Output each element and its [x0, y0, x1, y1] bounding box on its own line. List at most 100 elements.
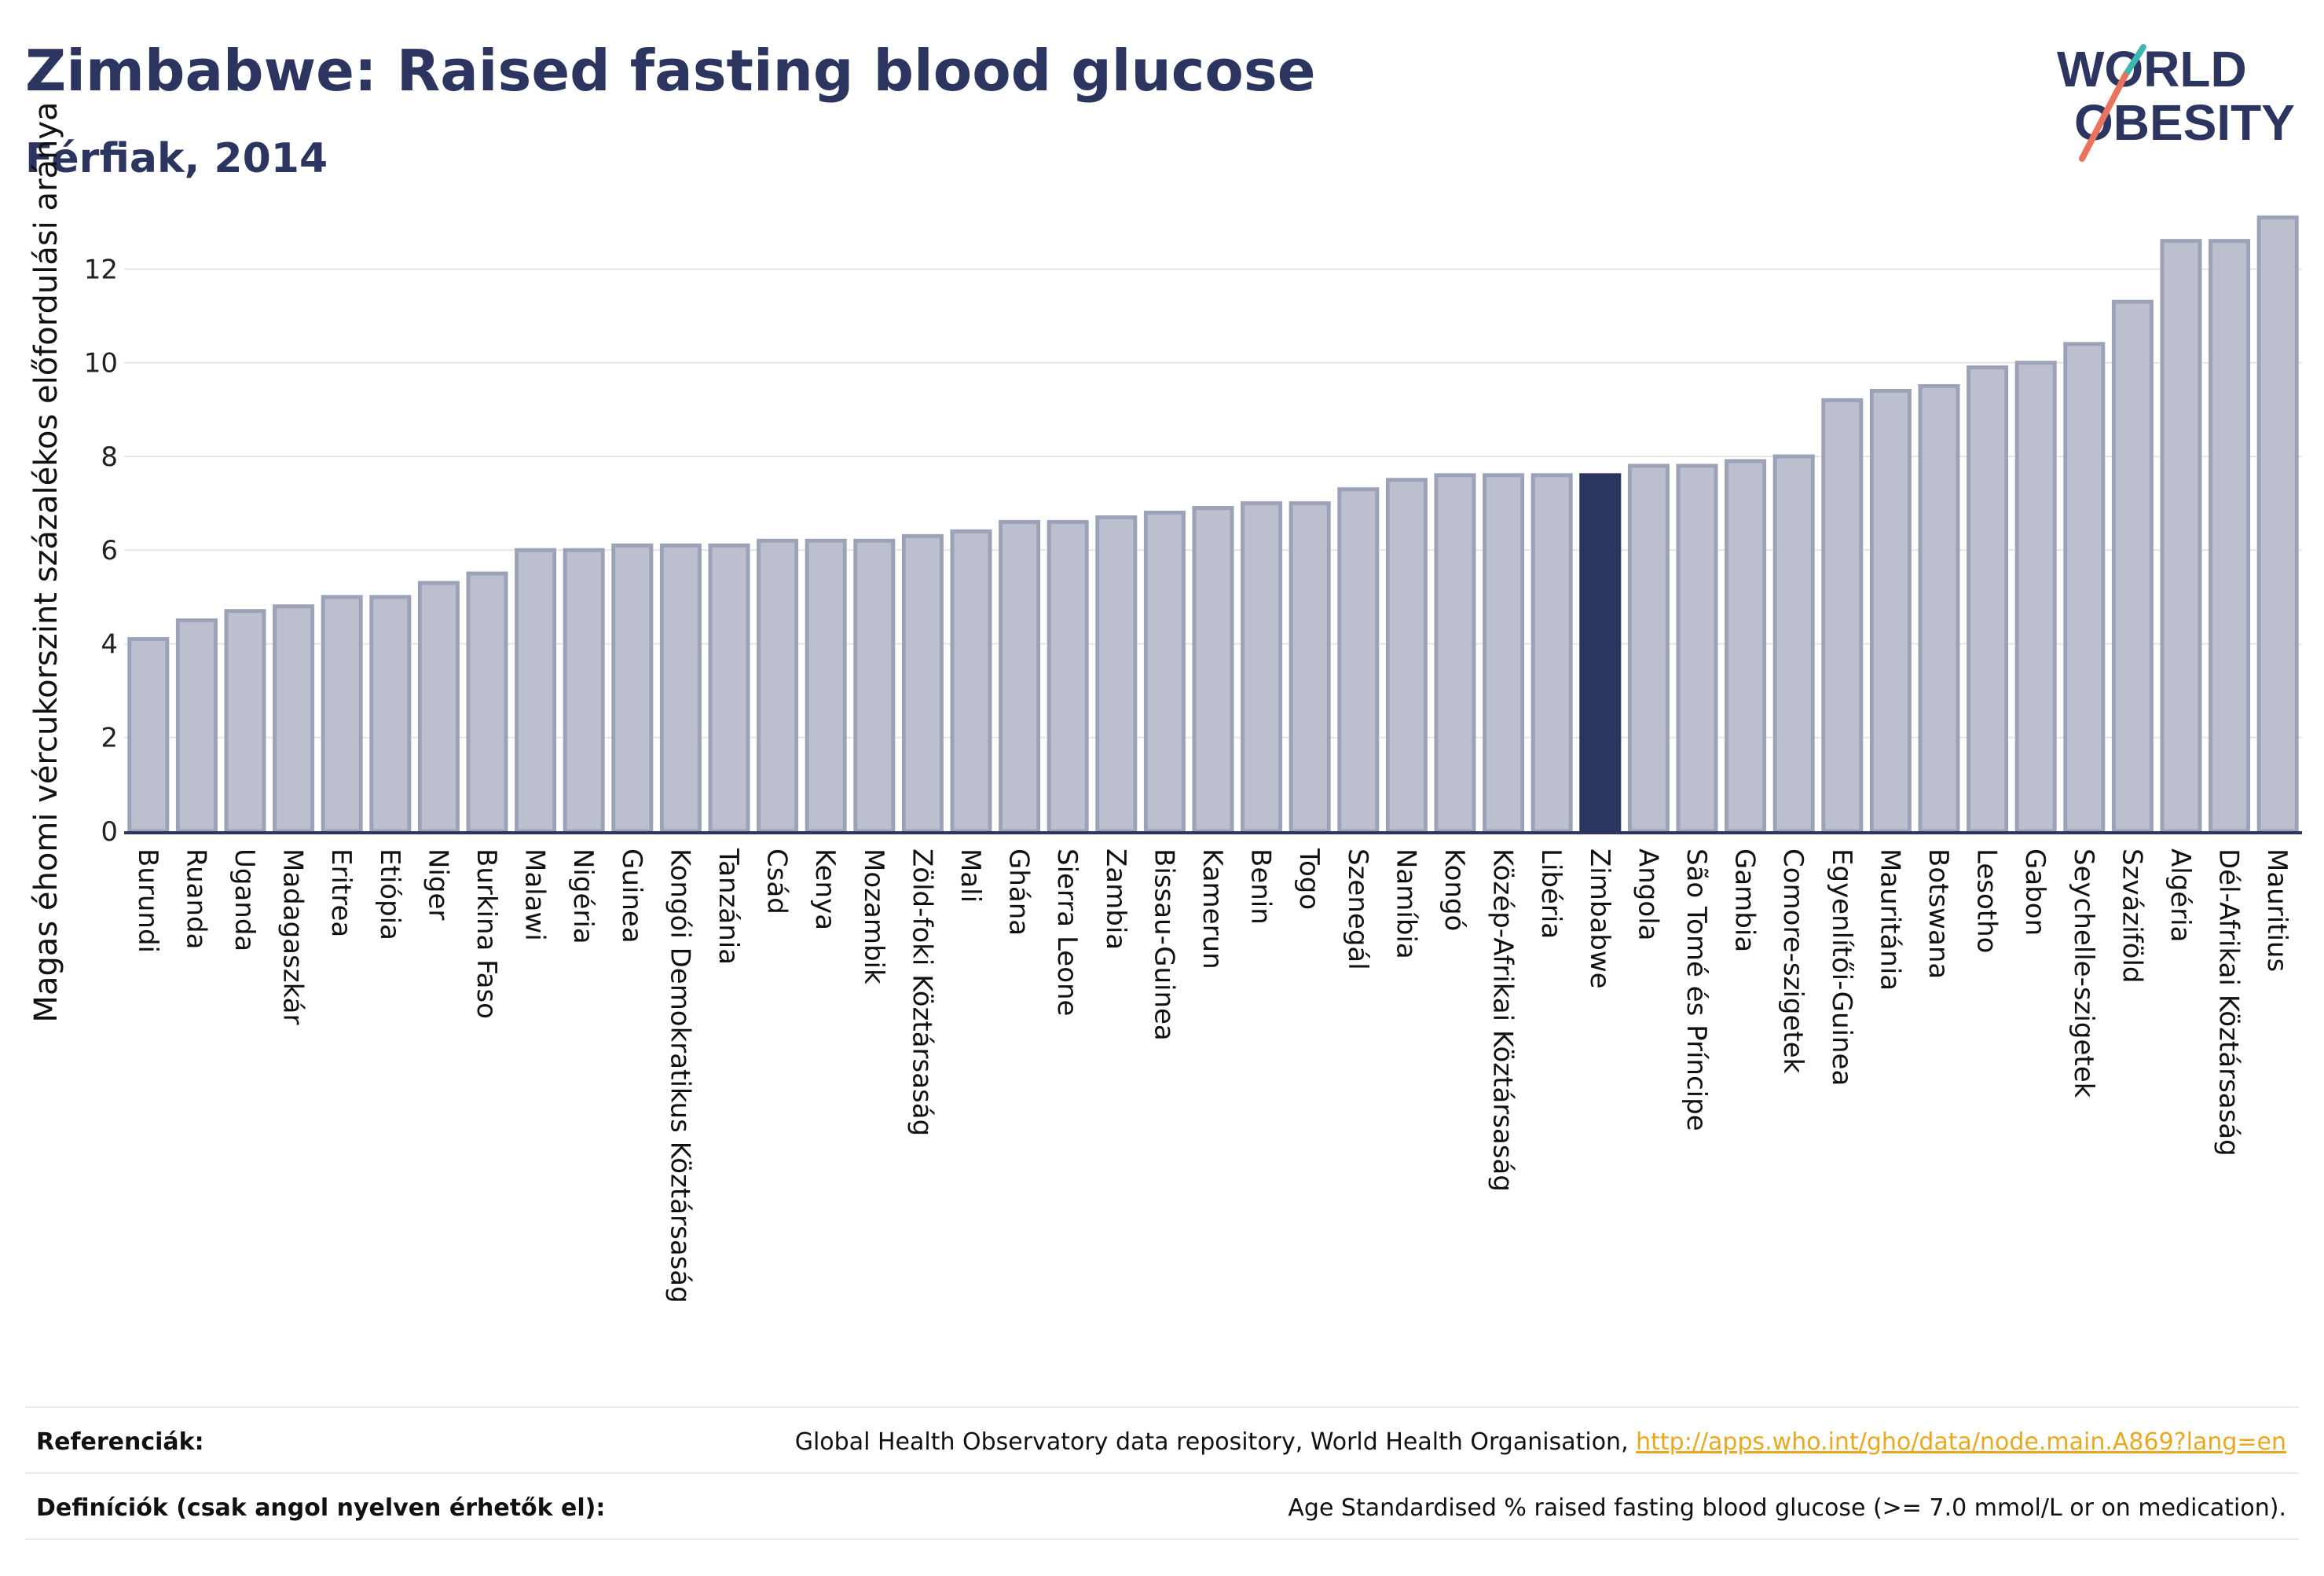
bar-lesotho — [1967, 365, 2009, 834]
x-tick-label: Seychelle-szigetek — [2068, 848, 2099, 1098]
x-tick-label: Sierra Leone — [1051, 848, 1083, 1016]
x-tick-label: Kongó — [1439, 848, 1470, 931]
bar-gambia — [1725, 459, 1767, 834]
logo-slash-coral — [2079, 72, 2128, 162]
footer-divider-bottom — [25, 1538, 2299, 1540]
logo-text-world: WORLD — [2057, 41, 2247, 97]
bar-kongói-demokratikus-köztársaság — [659, 543, 702, 834]
bar-kamerun — [1192, 506, 1234, 834]
x-tick-label: Lesotho — [1971, 848, 2003, 953]
y-tick-label: 6 — [101, 535, 118, 566]
bar-chart: 0 2 4 6 8 10 12 Burundi Ruanda Uganda Madagaszkár… — [28, 101, 2302, 1303]
x-tick-label: Gambia — [1729, 848, 1761, 952]
x-tick-label: Algéria — [2165, 848, 2196, 942]
x-tick-label: Burkina Faso — [471, 848, 502, 1019]
x-tick-label: Csád — [761, 848, 793, 914]
bar-angola — [1627, 464, 1670, 834]
x-tick-label: Ghána — [1003, 848, 1035, 936]
chart-subtitle: Férfiak, 2014 — [25, 135, 328, 182]
bar-bissau-guinea — [1143, 511, 1186, 834]
x-tick-label: Közép-Afrikai Köztársaság — [1487, 848, 1519, 1192]
bar-mozambik — [853, 538, 896, 834]
x-tick-label: Bissau-Guinea — [1148, 848, 1179, 1041]
x-tick-label: Madagaszkár — [277, 848, 309, 1024]
x-tick-label: Ruanda — [180, 848, 211, 949]
y-tick-labels: 0 2 4 6 8 10 12 — [84, 254, 118, 848]
x-tick-labels: Burundi Ruanda Uganda Madagaszkár Eritrea Eti… — [132, 848, 2293, 1303]
bar-mali — [950, 529, 992, 834]
x-tick-label: Kamerun — [1197, 848, 1228, 969]
bar-tanzánia — [708, 543, 750, 834]
bar-dél-afrikai-köztársaság — [2209, 239, 2251, 834]
world-obesity-logo[interactable]: WORLD OBESITY — [2051, 39, 2310, 165]
definitions-label: Definíciók (csak angol nyelven érhetők e… — [36, 1494, 606, 1522]
x-tick-label: Mauritius — [2261, 848, 2293, 972]
x-tick-label: Angola — [1632, 848, 1663, 940]
bar-mauritánia — [1869, 388, 1912, 834]
x-tick-label: Uganda — [229, 848, 260, 951]
bar-algéria — [2160, 239, 2202, 834]
bar-burkina-faso — [466, 571, 508, 834]
bar-nigéria — [563, 548, 605, 834]
x-tick-label: Zambia — [1100, 848, 1131, 950]
bar-comore-szigetek — [1772, 454, 1815, 834]
bar-zambia — [1095, 515, 1138, 834]
x-tick-label: São Tomé és Príncipe — [1681, 848, 1712, 1131]
bar-uganda — [224, 609, 266, 834]
y-tick-label: 12 — [84, 254, 118, 285]
x-tick-label: Benin — [1245, 848, 1277, 925]
x-tick-label: Mozambik — [858, 848, 889, 984]
bar-seychelle-szigetek — [2063, 342, 2106, 834]
bar-burundi — [127, 637, 170, 834]
bar-ghána — [999, 519, 1041, 834]
y-axis-title: Magas éhomi vércukorszint százalékos elő… — [28, 101, 64, 1022]
definitions-row: Definíciók (csak angol nyelven érhetők e… — [25, 1475, 2299, 1540]
x-tick-label: Zimbabwe — [1584, 848, 1615, 989]
references-link[interactable]: http://apps.who.int/gho/data/node.main.A… — [1636, 1428, 2286, 1456]
references-row: Referenciák: Global Health Observatory d… — [25, 1409, 2299, 1474]
bar-togo — [1288, 501, 1331, 834]
x-tick-label: Guinea — [616, 848, 647, 944]
x-tick-label: Kongói Demokratikus Köztársaság — [664, 848, 695, 1303]
y-tick-label: 2 — [101, 723, 118, 754]
bar-szenegál — [1337, 487, 1380, 834]
bar-csád — [757, 538, 799, 834]
x-tick-label: Kenya — [809, 848, 841, 930]
x-tick-label: Gabon — [2019, 848, 2051, 936]
bar-namíbia — [1385, 478, 1428, 834]
bar-kongó — [1434, 473, 1476, 834]
bar-sierra-leone — [1047, 519, 1089, 834]
y-tick-label: 0 — [101, 816, 118, 848]
x-tick-label: Burundi — [132, 848, 163, 953]
x-tick-label: Dél-Afrikai Köztársaság — [2213, 848, 2245, 1156]
x-tick-label: Nigéria — [567, 848, 599, 944]
x-tick-label: Szenegál — [1342, 848, 1373, 970]
x-tick-label: Comore-szigetek — [1777, 848, 1809, 1074]
bar-benin — [1241, 501, 1283, 834]
y-tick-label: 8 — [101, 442, 118, 473]
y-tick-label: 4 — [101, 629, 118, 660]
x-tick-label: Eritrea — [325, 848, 357, 937]
references-label: Referenciák: — [36, 1428, 204, 1456]
bar-közép-afrikai-köztársaság — [1483, 473, 1525, 834]
bar-s-o-tomé-és-príncipe — [1676, 464, 1718, 834]
y-tick-label: 10 — [84, 348, 118, 379]
references-text: Global Health Observatory data repositor… — [795, 1428, 2299, 1456]
bar-madagaszkár — [273, 604, 315, 834]
references-source: Global Health Observatory data repositor… — [794, 1428, 1637, 1456]
bar-zöld-foki-köztársaság — [901, 533, 944, 834]
definitions-text: Age Standardised % raised fasting blood … — [1288, 1494, 2286, 1522]
bar-mauritius — [2256, 215, 2299, 834]
bar-zimbabwe — [1579, 473, 1622, 834]
bar-guinea — [611, 543, 654, 834]
chart-title: Zimbabwe: Raised fasting blood glucose — [25, 38, 1316, 104]
bar-niger — [417, 581, 460, 834]
x-tick-label: Tanzánia — [713, 848, 744, 965]
bar-kenya — [805, 538, 847, 834]
footer-divider-top — [25, 1406, 2299, 1408]
x-tick-label: Zöld-foki Köztársaság — [906, 848, 937, 1136]
bar-etiópia — [369, 595, 412, 834]
x-tick-label: Mauritánia — [1874, 848, 1905, 991]
bar-malawi — [515, 548, 557, 834]
bar-eritrea — [321, 595, 363, 834]
